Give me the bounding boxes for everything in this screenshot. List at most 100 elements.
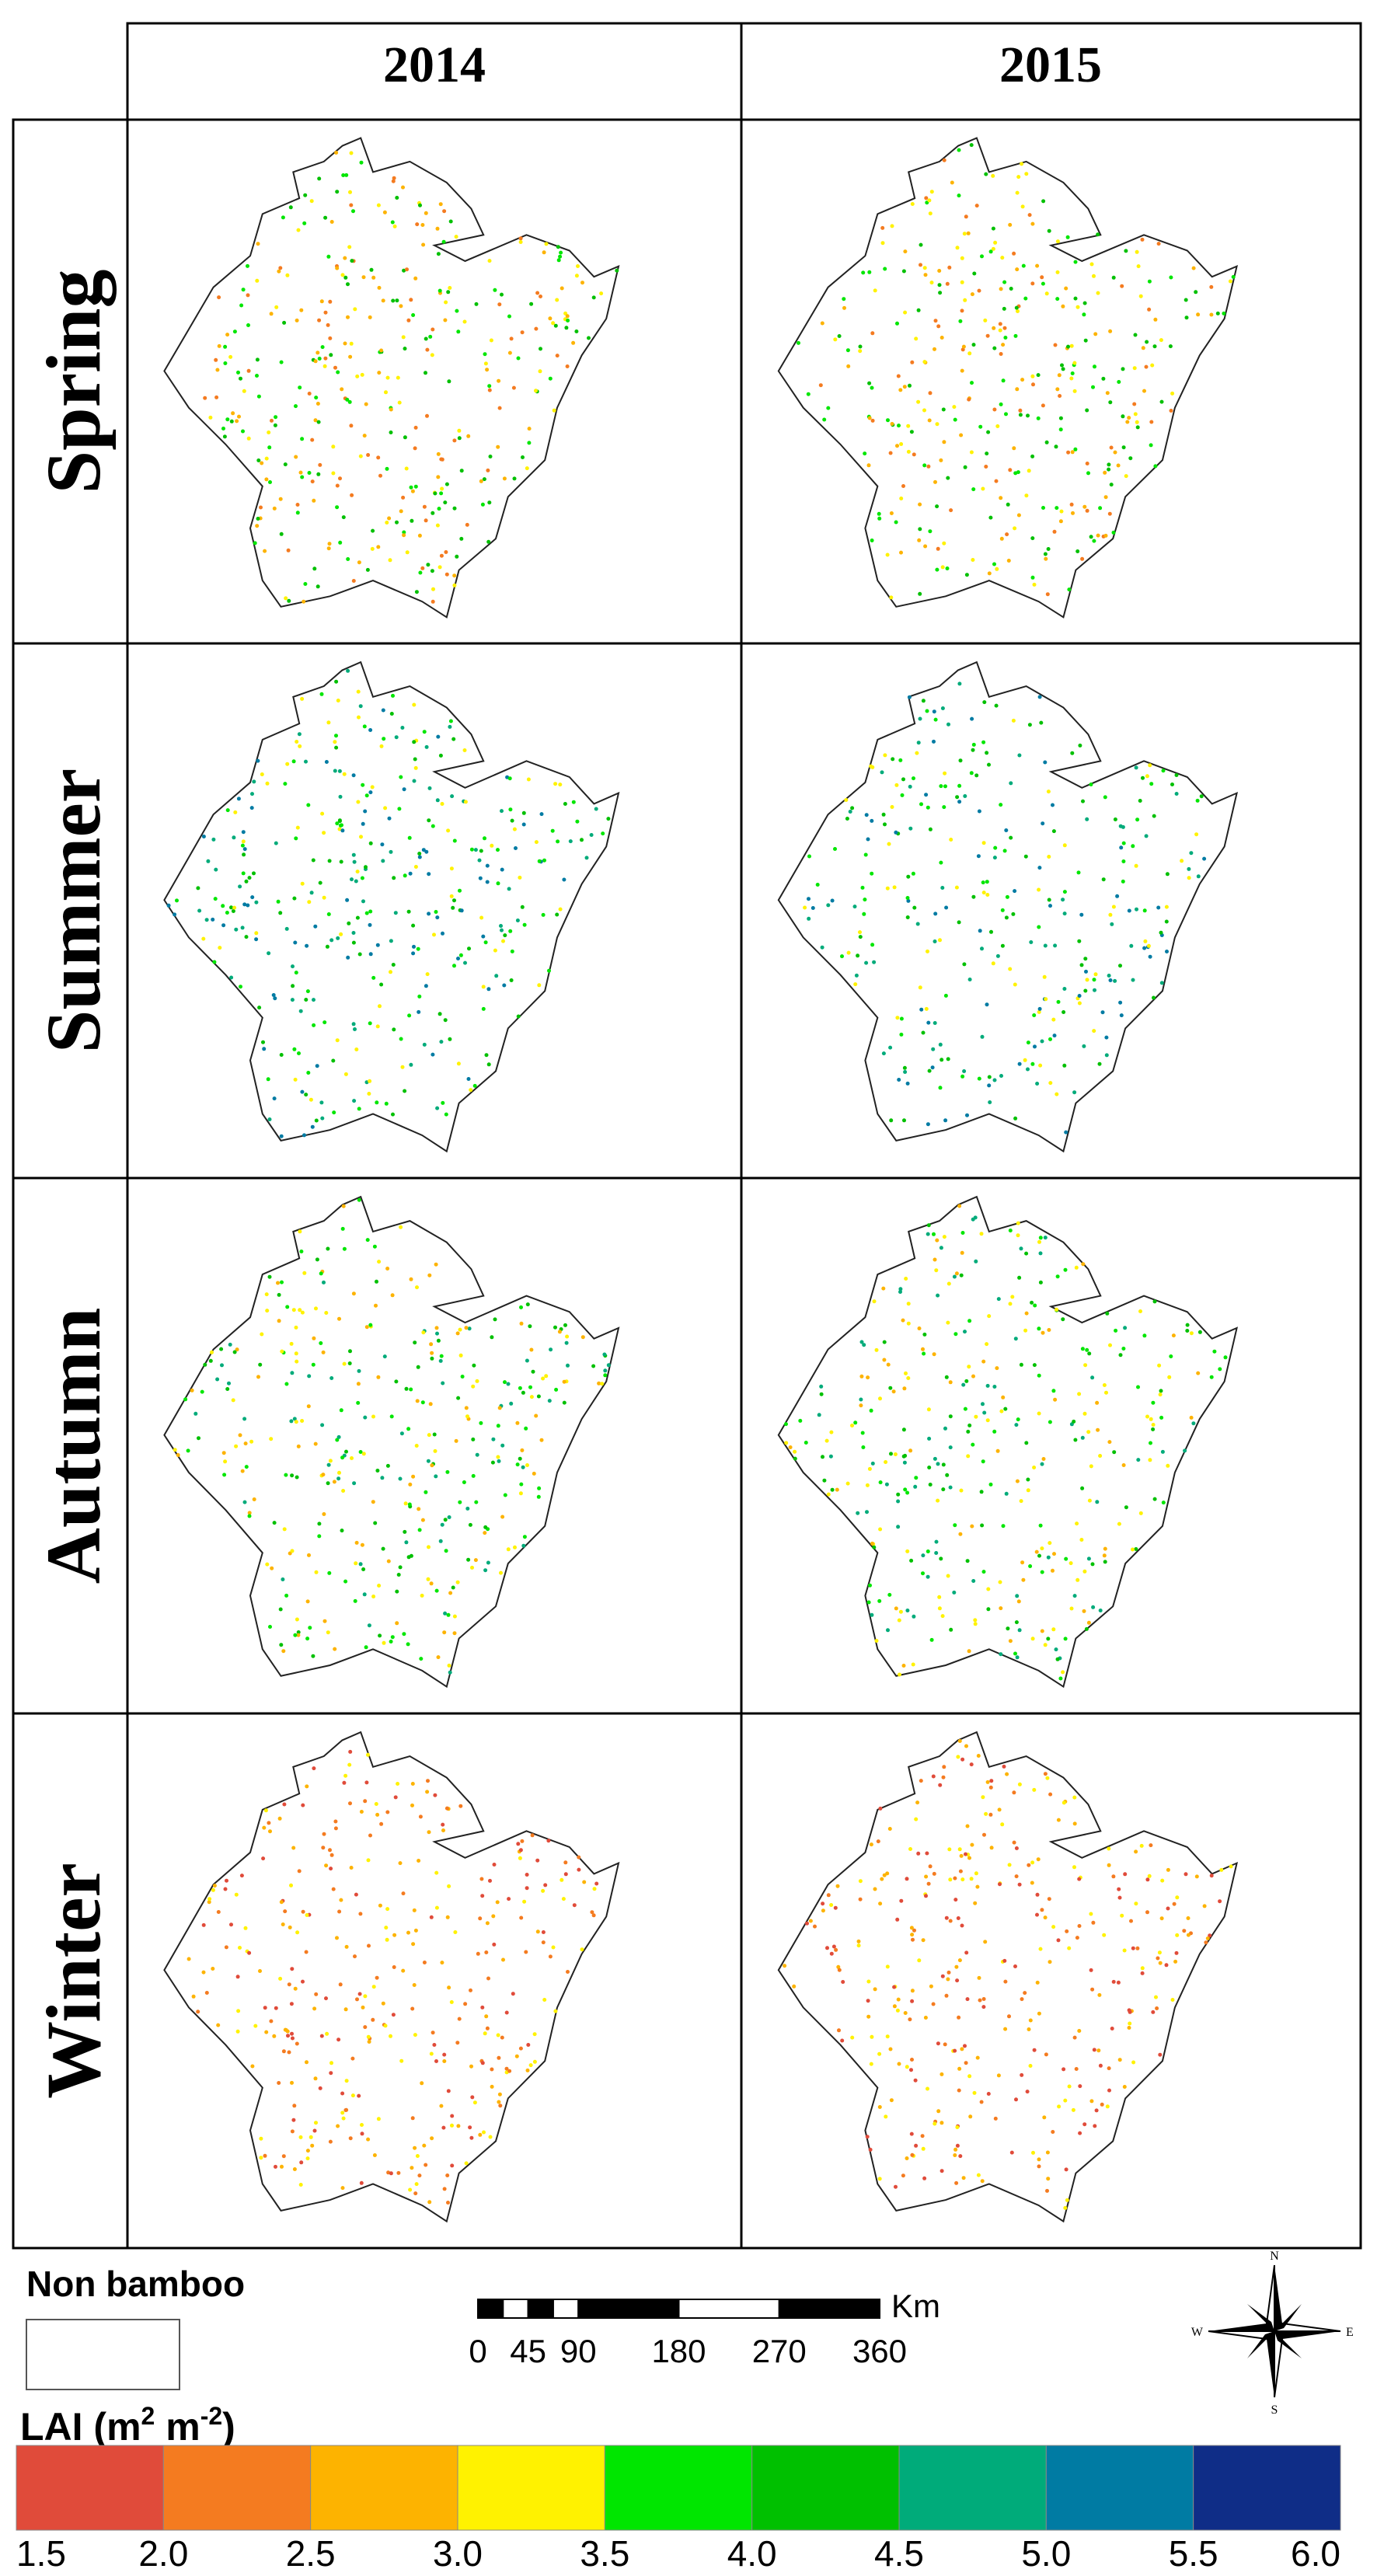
lai-pixel [1072, 2035, 1077, 2040]
lai-pixel [1013, 1116, 1018, 1121]
lai-pixel [510, 949, 514, 953]
lai-pixel [339, 932, 343, 936]
lai-pixel [901, 2173, 905, 2178]
lai-pixel [939, 2072, 944, 2076]
lai-pixel [870, 871, 874, 876]
lai-pixel [1093, 364, 1096, 369]
lai-pixel [1159, 1916, 1164, 1921]
lai-pixel [274, 2006, 278, 2010]
lai-pixel [290, 2031, 294, 2036]
lai-pixel [985, 333, 990, 338]
lai-pixel [971, 1217, 975, 1222]
lai-pixel [974, 1414, 978, 1419]
lai-pixel [360, 2123, 364, 2127]
lai-pixel [894, 1606, 898, 1611]
lai-pixel [1196, 312, 1201, 317]
lai-pixel [945, 281, 950, 286]
lai-pixel [978, 1998, 982, 2003]
lai-pixel [458, 1327, 462, 1332]
lai-pixel [269, 312, 274, 316]
lai-pixel [1145, 1414, 1149, 1419]
lai-pixel [1077, 994, 1082, 998]
lai-pixel [1115, 894, 1120, 898]
lai-pixel [492, 1942, 497, 1947]
lai-pixel [926, 1232, 930, 1236]
lai-pixel [294, 1420, 298, 1424]
lai-pixel [422, 2143, 427, 2148]
lai-pixel [1134, 1849, 1138, 1854]
lai-pixel [307, 471, 312, 475]
lai-pixel [1002, 306, 1006, 311]
lai-pixel [363, 809, 368, 814]
lai-pixel [305, 1913, 309, 1917]
lai-pixel [1064, 1556, 1068, 1561]
lai-pixel [521, 1465, 525, 1469]
lai-pixel [1056, 999, 1061, 1004]
lai-pixel [323, 310, 328, 315]
lai-pixel [426, 1779, 430, 1783]
lai-pixel [471, 1473, 476, 1478]
lai-pixel [485, 2026, 490, 2030]
lai-pixel [916, 1851, 921, 1856]
lai-pixel [917, 1326, 922, 1330]
scale-label: 180 [651, 2333, 706, 2369]
lai-pixel [443, 318, 448, 322]
lai-pixel [407, 1502, 412, 1507]
lai-pixel [499, 1570, 503, 1575]
lai-pixel [916, 741, 921, 745]
lai-pixel [442, 2052, 447, 2057]
lai-pixel [417, 855, 422, 859]
lai-pixel [495, 1900, 500, 1905]
lai-pixel [850, 2035, 855, 2040]
lai-pixel [552, 408, 556, 413]
lai-pixel [250, 895, 255, 900]
lai-pixel [1009, 287, 1013, 291]
lai-pixel [1015, 190, 1020, 195]
lai-pixel [318, 2086, 322, 2090]
lai-pixel [1159, 399, 1164, 404]
lai-pixel [525, 1302, 530, 1307]
lai-pixel [1170, 391, 1175, 396]
lai-pixel [603, 1368, 608, 1373]
lai-pixel [272, 506, 277, 511]
lai-pixel [1092, 539, 1096, 543]
lai-pixel [313, 418, 318, 423]
lai-pixel [880, 225, 885, 230]
lai-pixel [1037, 2157, 1041, 2162]
lai-pixel [333, 769, 337, 773]
lai-pixel [339, 1898, 343, 1902]
lai-pixel [1160, 1449, 1165, 1454]
lai-pixel [414, 2182, 419, 2187]
scale-unit: Km [891, 2288, 940, 2324]
lai-pixel [819, 1384, 824, 1389]
lai-pixel [1070, 751, 1075, 755]
lai-pixel [1002, 1958, 1007, 1963]
lai-pixel [1063, 1637, 1068, 1641]
lai-pixel [420, 566, 425, 570]
lai-pixel [534, 1413, 539, 1418]
lai-pixel [995, 1448, 1000, 1453]
lai-pixel [1164, 1963, 1169, 1968]
lai-pixel [556, 258, 561, 263]
lai-pixel [1122, 1948, 1127, 1953]
lai-pixel [361, 783, 365, 787]
lai-pixel [948, 1380, 953, 1385]
lai-pixel [1092, 1029, 1096, 1034]
lai-pixel [424, 2163, 428, 2167]
lai-pixel [481, 1006, 486, 1011]
lai-pixel [1194, 290, 1198, 295]
lai-pixel [436, 1338, 441, 1343]
lai-pixel [274, 841, 278, 845]
lai-pixel [1058, 519, 1063, 524]
lai-pixel [395, 1589, 399, 1594]
lai-pixel [1218, 1899, 1222, 1904]
lai-pixel [1175, 1895, 1180, 1900]
lai-pixel [926, 805, 930, 810]
lai-pixel [204, 1991, 209, 1995]
lai-pixel [1140, 1966, 1145, 1971]
lai-pixel [1089, 262, 1094, 267]
lai-pixel [1080, 556, 1085, 561]
lai-pixel [430, 569, 434, 573]
lai-pixel [255, 524, 260, 528]
lai-pixel [327, 859, 332, 863]
